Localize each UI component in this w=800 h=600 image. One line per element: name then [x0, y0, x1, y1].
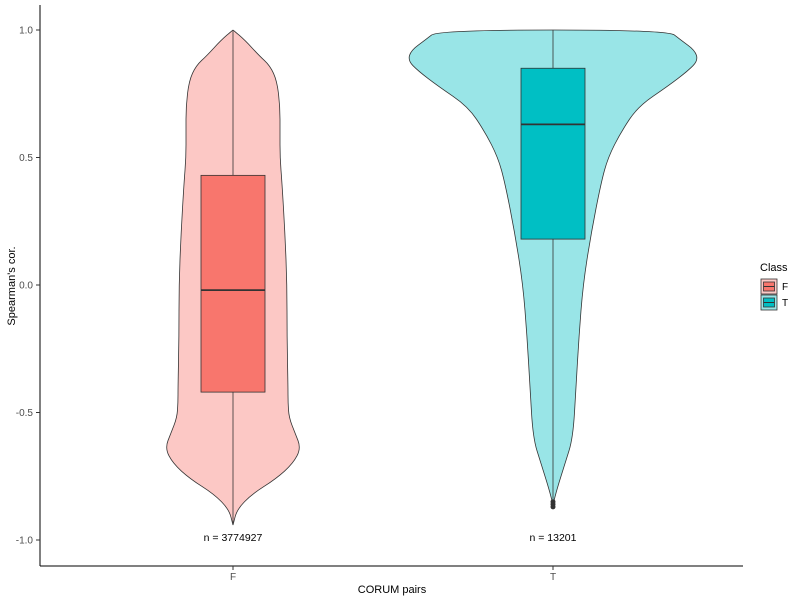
- count-annotation-F: n = 3774927: [204, 532, 263, 544]
- y-tick-label: 0.0: [19, 281, 33, 292]
- outlier-T-2: [550, 504, 556, 510]
- boxplots-layer: [200, 30, 586, 525]
- box-T: [520, 67, 586, 240]
- legend-title: Class: [760, 262, 788, 274]
- y-tick-label: 0.5: [19, 153, 33, 164]
- legend-entries: FT: [760, 278, 788, 311]
- box-F: [200, 174, 266, 393]
- annotations-layer: n = 3774927 n = 13201: [204, 532, 577, 544]
- legend-label-F: F: [782, 282, 788, 293]
- x-axis-title: CORUM pairs: [358, 584, 427, 596]
- x-tick-label: F: [230, 572, 236, 583]
- y-ticks: 1.0 0.5 0.0 -0.5 -1.0: [16, 26, 40, 547]
- y-tick-label: 1.0: [19, 26, 33, 37]
- legend: Class FT: [760, 262, 788, 311]
- x-tick-label: T: [550, 572, 556, 583]
- y-tick-label: -0.5: [16, 408, 34, 419]
- legend-label-T: T: [782, 298, 788, 309]
- y-axis-title: Spearman's cor.: [6, 246, 18, 325]
- y-tick-label: -1.0: [16, 536, 34, 547]
- count-annotation-T: n = 13201: [529, 532, 576, 544]
